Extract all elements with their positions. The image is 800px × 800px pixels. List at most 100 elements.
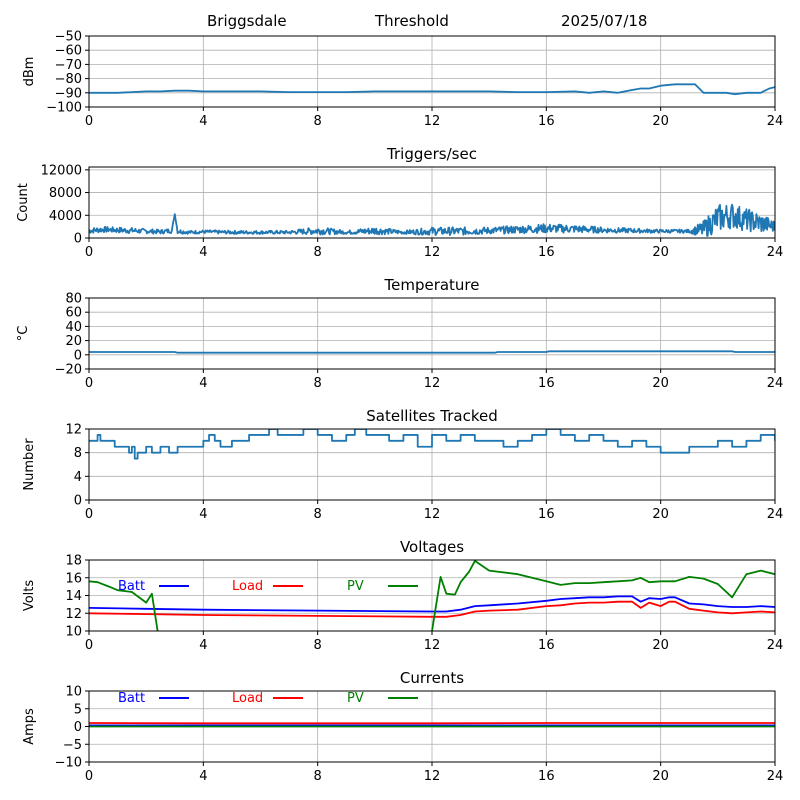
- x-tick-label: 8: [314, 376, 322, 391]
- series-line-voltages-batt: [89, 595, 775, 613]
- y-tick-label: 18: [65, 554, 82, 569]
- y-tick-label: 0: [74, 720, 82, 735]
- panel-title: Triggers/sec: [386, 145, 477, 163]
- y-tick-label: 80: [65, 292, 82, 307]
- x-tick-label: 12: [424, 769, 441, 784]
- legend-label-batt: Batt: [118, 691, 145, 706]
- x-tick-label: 4: [199, 638, 207, 653]
- x-tick-label: 12: [424, 245, 441, 260]
- series-line-voltages-pv: [89, 560, 775, 631]
- header-station: Briggsdale: [207, 12, 287, 30]
- header-mode: Threshold: [374, 12, 449, 30]
- y-tick-label: 12: [65, 423, 82, 438]
- panel-satellites: 0 4 8 12 16 20 24 0 4 8 12 Satellites Tracked Number: [22, 407, 783, 522]
- y-axis-label: Volts: [22, 580, 37, 612]
- y-tick-label: −70: [55, 58, 82, 73]
- y-tick-label: −60: [55, 44, 82, 59]
- y-tick-label: 4000: [49, 209, 82, 224]
- y-tick-label: 16: [65, 571, 82, 586]
- x-tick-label: 20: [652, 114, 669, 129]
- x-tick-label: 12: [424, 507, 441, 522]
- legend-label-pv: PV: [347, 691, 364, 706]
- x-tick-label: 4: [199, 245, 207, 260]
- series-line-threshold-0: [89, 83, 775, 96]
- x-tick-label: 0: [85, 114, 93, 129]
- y-tick-label: −5: [63, 738, 82, 753]
- legend-label-load: Load: [232, 579, 263, 594]
- y-tick-label: 12: [65, 607, 82, 622]
- panel-title: Currents: [400, 669, 464, 687]
- x-tick-label: 8: [314, 245, 322, 260]
- x-tick-label: 4: [199, 769, 207, 784]
- y-tick-label: 0: [74, 348, 82, 363]
- y-tick-label: 10: [65, 625, 82, 640]
- y-tick-label: −100: [46, 101, 82, 116]
- y-axis-label: Amps: [22, 708, 37, 745]
- x-tick-label: 16: [538, 769, 555, 784]
- x-tick-label: 24: [767, 507, 784, 522]
- y-tick-label: 8000: [49, 186, 82, 201]
- series-line-voltages-load: [89, 600, 775, 618]
- x-tick-label: 20: [652, 245, 669, 260]
- y-axis-label: °C: [16, 326, 31, 342]
- x-tick-label: 16: [538, 376, 555, 391]
- y-axis-label: dBm: [22, 57, 37, 87]
- legend-label-pv: PV: [347, 579, 364, 594]
- x-tick-label: 12: [424, 638, 441, 653]
- x-tick-label: 12: [424, 114, 441, 129]
- x-tick-label: 16: [538, 638, 555, 653]
- legend-label-load: Load: [232, 691, 263, 706]
- x-tick-label: 24: [767, 114, 784, 129]
- y-tick-label: 0: [74, 494, 82, 509]
- x-tick-label: 24: [767, 245, 784, 260]
- x-tick-label: 16: [538, 114, 555, 129]
- y-tick-label: −20: [55, 363, 82, 378]
- panel-title: Temperature: [383, 276, 479, 294]
- x-tick-label: 0: [85, 769, 93, 784]
- y-tick-label: 4: [74, 470, 82, 485]
- x-tick-label: 24: [767, 376, 784, 391]
- y-tick-label: 10: [65, 685, 82, 700]
- legend-label-batt: Batt: [118, 579, 145, 594]
- x-tick-label: 0: [85, 245, 93, 260]
- x-tick-label: 4: [199, 114, 207, 129]
- x-tick-label: 20: [652, 507, 669, 522]
- series-line-satellites-0: [89, 429, 775, 460]
- y-tick-label: 5: [74, 702, 82, 717]
- panel-currents: 0 4 8 12 16 20 24 −10 −5 0 5 10 Currents Amps Batt Load…: [22, 669, 783, 784]
- y-tick-label: 14: [65, 589, 82, 604]
- x-tick-label: 8: [314, 114, 322, 129]
- x-tick-label: 8: [314, 638, 322, 653]
- panel-threshold: 0 4 8 12 16 20 24 −50−60−70−80−90−100 dBm: [22, 30, 783, 130]
- y-tick-label: 8: [74, 446, 82, 461]
- y-tick-label: −50: [55, 30, 82, 45]
- x-tick-label: 0: [85, 376, 93, 391]
- x-tick-label: 4: [199, 507, 207, 522]
- y-tick-label: 12000: [41, 163, 82, 178]
- series-line-triggers-0: [89, 203, 775, 237]
- y-axis-label: Number: [22, 438, 37, 491]
- y-axis-label: Count: [16, 183, 31, 222]
- x-tick-label: 4: [199, 376, 207, 391]
- x-tick-label: 8: [314, 769, 322, 784]
- y-tick-label: 0: [74, 232, 82, 247]
- y-tick-label: 20: [65, 334, 82, 349]
- x-tick-label: 24: [767, 769, 784, 784]
- y-tick-label: 40: [65, 320, 82, 335]
- x-tick-label: 0: [85, 638, 93, 653]
- x-tick-label: 0: [85, 507, 93, 522]
- x-tick-label: 20: [652, 376, 669, 391]
- panel-title: Voltages: [400, 538, 464, 556]
- panel-title: Satellites Tracked: [366, 407, 497, 425]
- series-line-temperature-0: [89, 350, 775, 354]
- panel-triggers: 0 4 8 12 16 20 24 0 4000 8000 12000 Triggers/sec Cou…: [16, 145, 783, 260]
- y-tick-label: −90: [55, 86, 82, 101]
- y-tick-label: −80: [55, 72, 82, 87]
- panel-voltages: 0 4 8 12 16 20 24 10 12 14 16 18 Voltages Volts Batt Lo…: [22, 538, 783, 653]
- header-date: 2025/07/18: [561, 12, 647, 30]
- x-tick-label: 20: [652, 638, 669, 653]
- x-tick-label: 16: [538, 507, 555, 522]
